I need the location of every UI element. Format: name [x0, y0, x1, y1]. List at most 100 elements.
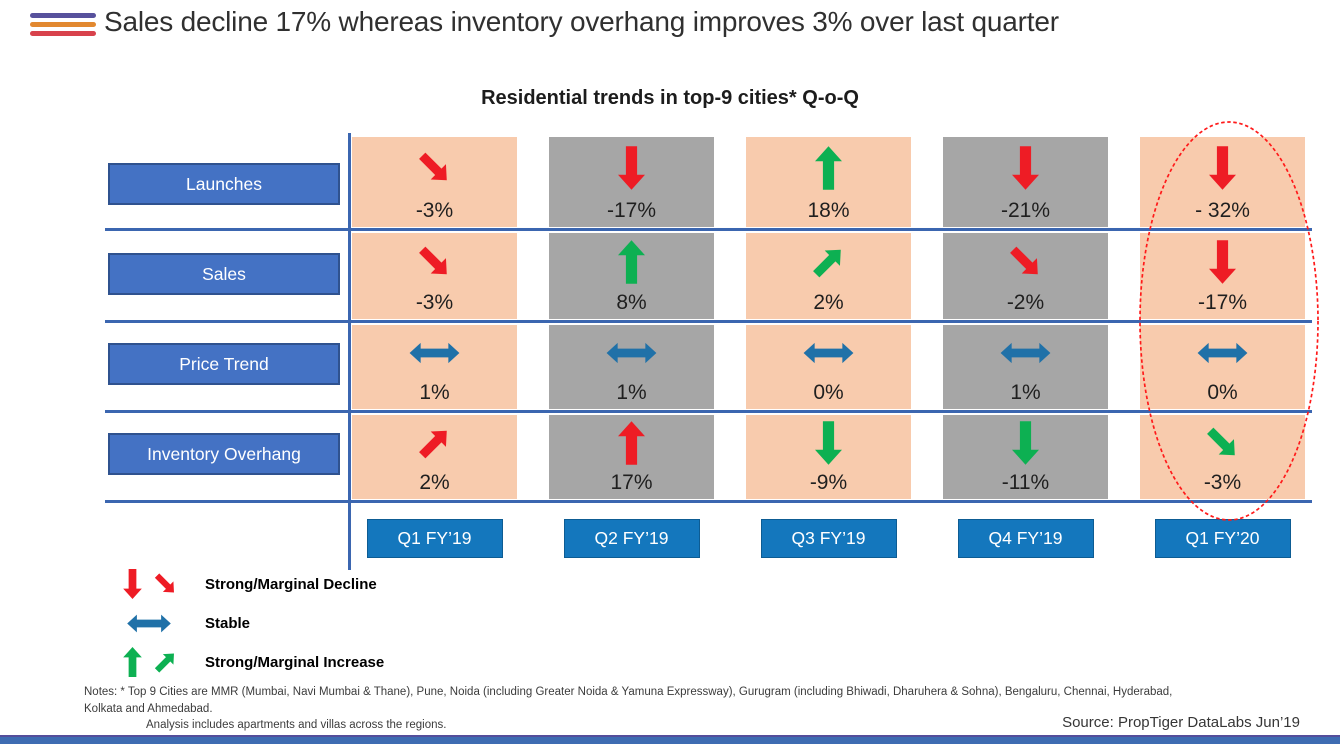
- row-label-sales: Sales: [108, 253, 340, 295]
- cell-value: 2%: [419, 471, 450, 494]
- cell-value: -9%: [809, 471, 848, 494]
- legend-label: Strong/Marginal Increase: [205, 653, 385, 671]
- cell-value: - 32%: [1195, 199, 1250, 222]
- cell-launches-1: -3%: [352, 137, 517, 227]
- cell-value: 1%: [1010, 381, 1041, 404]
- cell-value: -21%: [1000, 199, 1051, 222]
- legend: Strong/Marginal Decline Stable Strong/Marg…: [93, 566, 384, 683]
- cell-price-trend-5: 0%: [1140, 325, 1305, 409]
- column-5: - 32% -17% 0% -3%: [1140, 137, 1305, 501]
- green-up-right-arrow-icon: [813, 249, 841, 277]
- cell-value: 1%: [616, 381, 647, 404]
- green-up-arrow-icon: [123, 647, 142, 677]
- blue-stable-arrow-icon: [127, 614, 171, 632]
- red-up-right-arrow-icon: [419, 430, 447, 458]
- chart-title: Residential trends in top-9 cities* Q-o-…: [481, 87, 859, 109]
- legend-icons: [93, 569, 205, 599]
- cell-launches-4: -21%: [943, 137, 1108, 227]
- legend-icons: [93, 613, 205, 634]
- red-down-right-arrow-icon: [154, 573, 174, 593]
- footnote-line: Analysis includes apartments and villas …: [146, 719, 447, 732]
- blue-stable-arrow-icon: [409, 342, 460, 363]
- legend-label: Stable: [205, 614, 251, 632]
- cell-sales-5: -17%: [1140, 233, 1305, 319]
- row-label-inventory-overhang: Inventory Overhang: [108, 433, 340, 475]
- blue-stable-arrow-icon: [803, 342, 854, 363]
- green-down-arrow-icon: [1012, 420, 1039, 465]
- green-down-right-arrow-icon: [1207, 427, 1235, 455]
- green-up-arrow-icon: [815, 145, 842, 190]
- red-down-arrow-icon: [1209, 239, 1236, 284]
- cell-value: 2%: [813, 291, 844, 314]
- column-1: -3% -3% 1% 2%: [352, 137, 517, 501]
- quarter-label-3: Q3 FY’19: [760, 519, 897, 558]
- page-title: Sales decline 17% whereas inventory over…: [104, 6, 1059, 37]
- cell-value: 17%: [610, 471, 653, 494]
- cell-price-trend-4: 1%: [943, 325, 1108, 409]
- axis-line: [348, 133, 351, 570]
- cell-value: 1%: [419, 381, 450, 404]
- green-up-right-arrow-icon: [154, 653, 174, 673]
- red-down-right-arrow-icon: [1010, 246, 1038, 274]
- cell-launches-5: - 32%: [1140, 137, 1305, 227]
- cell-value: -3%: [415, 199, 454, 222]
- red-down-right-arrow-icon: [419, 246, 447, 274]
- blue-stable-arrow-icon: [1197, 342, 1248, 363]
- hamburger-menu-icon: [30, 13, 96, 40]
- cell-value: -2%: [1006, 291, 1045, 314]
- cell-sales-1: -3%: [352, 233, 517, 319]
- cell-value: 0%: [813, 381, 844, 404]
- red-up-arrow-icon: [618, 420, 645, 465]
- red-down-arrow-icon: [618, 145, 645, 190]
- cell-inventory-overhang-5: -3%: [1140, 415, 1305, 499]
- legend-icons: [93, 647, 205, 677]
- quarter-label-2: Q2 FY’19: [563, 519, 700, 558]
- logo-bar: [30, 31, 96, 36]
- cell-sales-2: 8%: [549, 233, 714, 319]
- cell-price-trend-1: 1%: [352, 325, 517, 409]
- red-down-arrow-icon: [1209, 145, 1236, 190]
- quarter-label-4: Q4 FY’19: [957, 519, 1094, 558]
- cell-inventory-overhang-4: -11%: [943, 415, 1108, 499]
- footnotes: Notes: * Top 9 Cities are MMR (Mumbai, N…: [84, 684, 1299, 734]
- row-label-launches: Launches: [108, 163, 340, 205]
- cell-sales-4: -2%: [943, 233, 1108, 319]
- red-down-arrow-icon: [1012, 145, 1039, 190]
- red-down-arrow-icon: [123, 569, 142, 599]
- logo-bar: [30, 13, 96, 18]
- cell-sales-3: 2%: [746, 233, 911, 319]
- footer-bar: [0, 735, 1340, 744]
- row-label-price-trend: Price Trend: [108, 343, 340, 385]
- cell-value: 18%: [807, 199, 850, 222]
- highlight-ellipse: [1139, 121, 1319, 521]
- quarter-label-1: Q1 FY’19: [366, 519, 503, 558]
- source-credit: Source: PropTiger DataLabs Jun’19: [1062, 714, 1300, 731]
- cell-value: 0%: [1207, 381, 1238, 404]
- blue-stable-arrow-icon: [606, 342, 657, 363]
- logo-bar: [30, 22, 96, 27]
- blue-stable-arrow-icon: [1000, 342, 1051, 363]
- grid-line: [105, 320, 1312, 323]
- green-down-arrow-icon: [815, 420, 842, 465]
- cell-value: -17%: [606, 199, 657, 222]
- quarter-label-5: Q1 FY’20: [1154, 519, 1291, 558]
- grid-line: [105, 410, 1312, 413]
- cell-launches-2: -17%: [549, 137, 714, 227]
- cell-value: -17%: [1197, 291, 1248, 314]
- cell-launches-3: 18%: [746, 137, 911, 227]
- cell-price-trend-3: 0%: [746, 325, 911, 409]
- column-3: 18% 2% 0% -9%: [746, 137, 911, 501]
- legend-item: Strong/Marginal Decline: [93, 566, 384, 602]
- column-2: -17% 8% 1% 17%: [549, 137, 714, 501]
- cell-inventory-overhang-3: -9%: [746, 415, 911, 499]
- cell-inventory-overhang-1: 2%: [352, 415, 517, 499]
- cell-value: -3%: [415, 291, 454, 314]
- legend-label: Strong/Marginal Decline: [205, 575, 377, 593]
- green-up-arrow-icon: [618, 239, 645, 284]
- cell-inventory-overhang-2: 17%: [549, 415, 714, 499]
- legend-item: Stable: [93, 605, 384, 641]
- legend-item: Strong/Marginal Increase: [93, 644, 384, 680]
- cell-price-trend-2: 1%: [549, 325, 714, 409]
- cell-value: -3%: [1203, 471, 1242, 494]
